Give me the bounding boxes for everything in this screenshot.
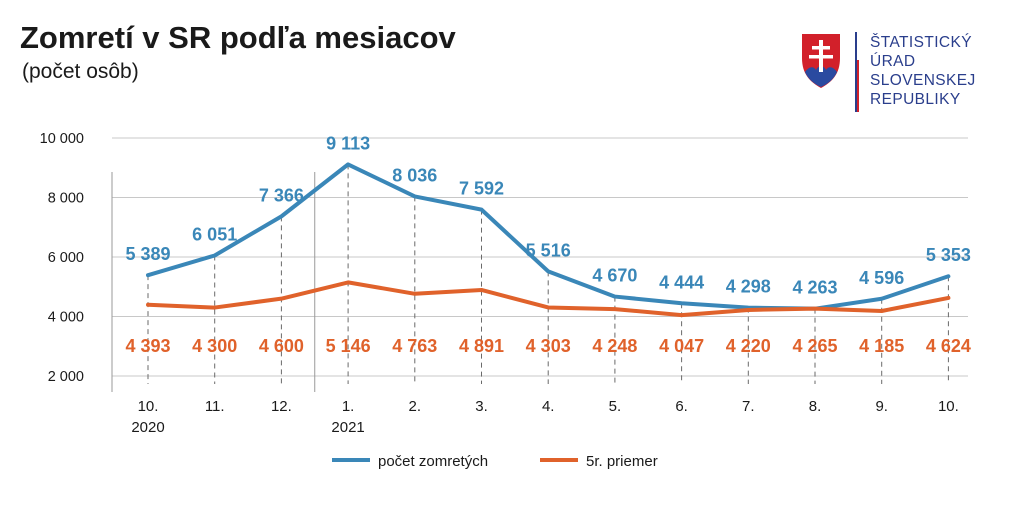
- data-label-deaths: 5 389: [125, 244, 170, 264]
- x-axis: 10. 11. 12. 1. 2. 3. 4. 5. 6. 7. 8. 9. 10. 2020 2021: [131, 398, 959, 436]
- data-label-average: 4 185: [859, 336, 904, 356]
- data-label-deaths: 4 670: [592, 266, 637, 286]
- data-label-average: 4 248: [592, 336, 637, 356]
- y-tick-label: 2 000: [48, 369, 84, 385]
- data-label-average: 4 047: [659, 336, 704, 356]
- data-labels: 5 389 6 051 7 366 9 113 8 036 7 592 5 516 4 670…: [125, 133, 970, 356]
- data-label-average: 4 624: [926, 336, 971, 356]
- x-tick-label: 5.: [609, 398, 622, 415]
- data-label-average: 4 763: [392, 336, 437, 356]
- chart-subtitle: (počet osôb): [22, 60, 139, 83]
- legend-item-average-label: 5r. priemer: [586, 453, 658, 470]
- legend: počet zomretých 5r. priemer: [332, 453, 658, 470]
- logo-line: ÚRAD: [870, 53, 916, 70]
- data-label-average: 4 891: [459, 336, 504, 356]
- data-label-deaths: 4 298: [726, 277, 771, 297]
- x-tick-label: 12.: [271, 398, 292, 415]
- series: [146, 162, 951, 318]
- x-tick-label: 4.: [542, 398, 555, 415]
- logo-text: ŠTATISTICKÝ ÚRAD SLOVENSKEJ REPUBLIKY: [870, 33, 976, 109]
- x-tick-label: 8.: [809, 398, 822, 415]
- data-label-deaths: 8 036: [392, 165, 437, 185]
- x-tick-label: 10.: [138, 398, 159, 415]
- data-label-deaths: 5 516: [526, 240, 571, 260]
- data-label-deaths: 4 596: [859, 268, 904, 288]
- logo-line: SLOVENSKEJ: [870, 72, 976, 89]
- data-label-average: 4 600: [259, 336, 304, 356]
- data-label-average: 4 393: [125, 336, 170, 356]
- y-tick-label: 4 000: [48, 310, 84, 326]
- data-label-deaths: 4 444: [659, 272, 704, 292]
- x-tick-label: 2.: [409, 398, 422, 415]
- y-axis: 2 000 4 000 6 000 8 000 10 000: [40, 131, 84, 385]
- data-label-average: 4 265: [792, 336, 837, 356]
- x-tick-label: 6.: [675, 398, 688, 415]
- data-label-average: 5 146: [326, 336, 371, 356]
- slovak-coat-of-arms-icon: [802, 32, 859, 112]
- year-label: 2021: [331, 419, 364, 436]
- chart-title: Zomretí v SR podľa mesiacov: [20, 20, 456, 55]
- data-label-deaths: 5 353: [926, 245, 971, 265]
- data-label-average: 4 300: [192, 336, 237, 356]
- data-label-deaths: 6 051: [192, 224, 237, 244]
- x-tick-label: 9.: [875, 398, 888, 415]
- legend-item-deaths-label: počet zomretých: [378, 453, 488, 470]
- data-label-average: 4 303: [526, 336, 571, 356]
- data-label-deaths: 4 263: [792, 278, 837, 298]
- logo-line: REPUBLIKY: [870, 91, 961, 108]
- y-tick-label: 8 000: [48, 191, 84, 207]
- x-tick-label: 10.: [938, 398, 959, 415]
- logo-line: ŠTATISTICKÝ: [870, 34, 973, 51]
- year-label: 2020: [131, 419, 164, 436]
- data-label-deaths: 7 366: [259, 185, 304, 205]
- x-tick-label: 3.: [475, 398, 488, 415]
- x-tick-label: 1.: [342, 398, 355, 415]
- y-tick-label: 6 000: [48, 250, 84, 266]
- x-tick-label: 11.: [205, 398, 225, 415]
- y-tick-label: 10 000: [40, 131, 84, 147]
- data-label-average: 4 220: [726, 336, 771, 356]
- data-label-deaths: 7 592: [459, 179, 504, 199]
- data-label-deaths: 9 113: [326, 133, 370, 153]
- x-tick-label: 7.: [742, 398, 755, 415]
- grid: [111, 137, 968, 392]
